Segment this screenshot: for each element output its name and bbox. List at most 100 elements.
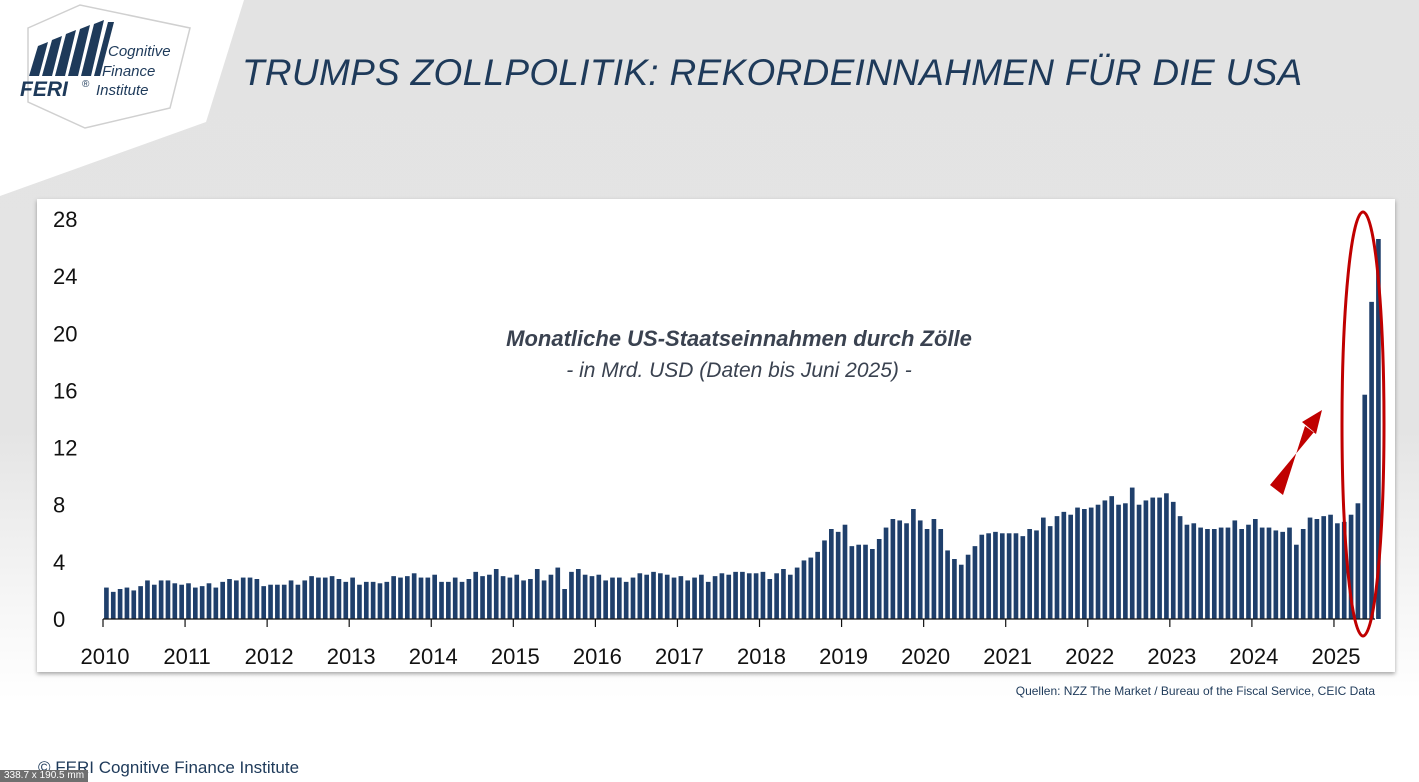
bar xyxy=(911,509,916,619)
bar xyxy=(261,586,267,619)
bar xyxy=(897,520,903,619)
bar xyxy=(883,527,889,619)
bar xyxy=(1341,521,1347,619)
bar xyxy=(363,581,369,619)
bar xyxy=(733,571,738,619)
bar xyxy=(849,546,855,619)
bar xyxy=(452,577,458,619)
bar xyxy=(555,567,561,619)
bar xyxy=(213,587,219,619)
bar xyxy=(480,576,485,619)
bar xyxy=(822,540,827,619)
bar xyxy=(104,587,109,619)
bar xyxy=(596,574,602,619)
x-tick-label: 2014 xyxy=(409,644,458,669)
bar xyxy=(398,577,403,619)
x-tick-label: 2020 xyxy=(901,644,950,669)
sources-note: Quellen: NZZ The Market / Bureau of the … xyxy=(1015,684,1375,698)
bar xyxy=(760,571,766,619)
bar xyxy=(377,583,383,619)
bar xyxy=(165,580,171,619)
x-tick-label: 2017 xyxy=(655,644,704,669)
logo-panel: FERI ® Cognitive Finance Institute xyxy=(0,0,250,205)
logo-bar-5 xyxy=(81,20,104,76)
bar xyxy=(1041,517,1046,619)
copyright-text: © FERI Cognitive Finance Institute xyxy=(38,758,300,777)
bar xyxy=(979,534,985,619)
bar xyxy=(1205,529,1210,619)
bar xyxy=(1150,497,1156,619)
bar xyxy=(145,580,150,619)
bar xyxy=(309,576,314,619)
bar xyxy=(1047,526,1053,619)
y-tick-label: 4 xyxy=(53,550,65,575)
bar xyxy=(541,580,547,619)
bar xyxy=(1321,516,1327,619)
bar xyxy=(801,560,807,619)
bar xyxy=(343,581,349,619)
bar xyxy=(411,573,417,619)
bar xyxy=(268,584,273,619)
bar xyxy=(1225,527,1231,619)
bar xyxy=(938,529,944,619)
bar xyxy=(719,573,725,619)
bar xyxy=(1170,501,1176,619)
bar xyxy=(206,583,212,619)
bar xyxy=(1307,517,1313,619)
bar xyxy=(322,577,328,619)
bar xyxy=(863,544,868,619)
bar xyxy=(589,576,595,619)
bar xyxy=(1239,529,1244,619)
bar xyxy=(746,573,752,619)
x-tick-label: 2018 xyxy=(737,644,786,669)
bar xyxy=(186,583,191,619)
logo-line-3: Institute xyxy=(96,82,149,99)
bar xyxy=(432,574,437,619)
y-tick-label: 20 xyxy=(53,321,77,346)
bar-series xyxy=(104,239,1381,619)
red-arrow-icon xyxy=(1270,410,1322,495)
bar xyxy=(1294,544,1299,619)
bar xyxy=(199,586,205,619)
logo-registered-mark: ® xyxy=(82,79,90,90)
bar xyxy=(247,577,253,619)
bar xyxy=(357,584,362,619)
bar xyxy=(815,551,820,619)
bar xyxy=(329,576,335,619)
bar xyxy=(1280,531,1285,619)
page-title: TRUMPS ZOLLPOLITIK: REKORDEINNAHMEN FÜR … xyxy=(242,52,1303,93)
bar xyxy=(425,577,431,619)
y-tick-label: 12 xyxy=(53,436,77,461)
bar xyxy=(993,531,998,619)
feri-logo-mark xyxy=(29,20,114,76)
chart-subtitle: - in Mrd. USD (Daten bis Juni 2025) - xyxy=(566,359,911,382)
bar xyxy=(829,529,834,619)
bar xyxy=(787,574,793,619)
logo-bar-2 xyxy=(42,36,62,76)
bar xyxy=(1253,519,1258,619)
bar xyxy=(281,584,287,619)
bar xyxy=(336,579,342,619)
bar xyxy=(548,574,554,619)
bar xyxy=(794,567,800,619)
bar xyxy=(1088,507,1094,619)
x-tick-label: 2019 xyxy=(819,644,868,669)
bar xyxy=(753,573,759,619)
bar xyxy=(1362,394,1368,619)
bar xyxy=(904,523,909,619)
bar xyxy=(870,549,875,619)
bar xyxy=(240,577,246,619)
bar xyxy=(1328,514,1333,619)
bar xyxy=(288,580,294,619)
bar xyxy=(767,579,773,619)
bar xyxy=(534,569,540,619)
logo-line-1: Cognitive xyxy=(108,43,171,60)
bar xyxy=(172,583,178,619)
bar xyxy=(712,576,718,619)
bar xyxy=(644,574,649,619)
bar xyxy=(1335,523,1340,619)
bar xyxy=(965,554,971,619)
bar xyxy=(931,519,937,619)
bar xyxy=(370,581,376,619)
bar xyxy=(521,580,526,619)
